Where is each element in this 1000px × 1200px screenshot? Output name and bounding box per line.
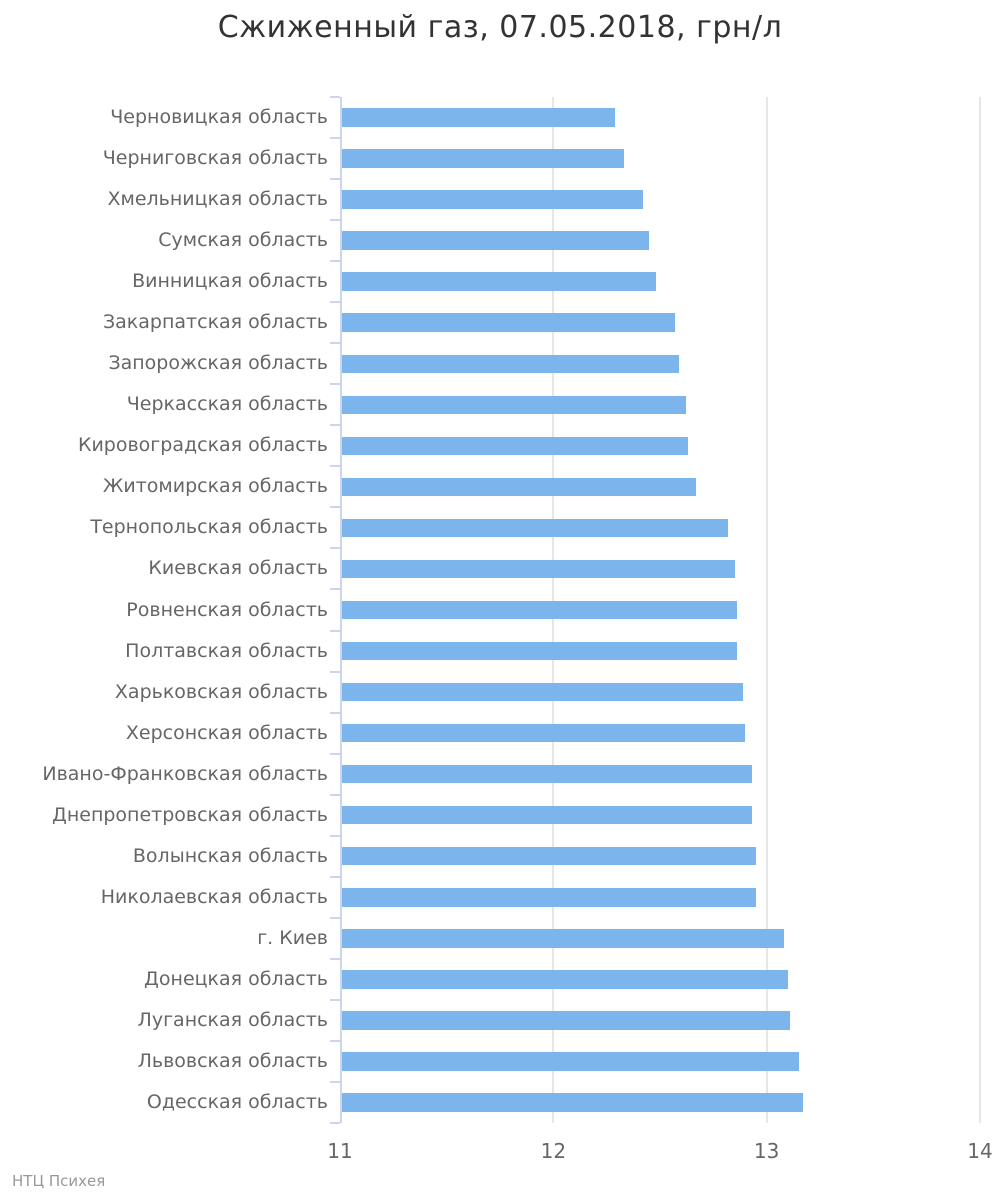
category-label: Николаевская область xyxy=(100,885,328,908)
category-label: Киевская область xyxy=(148,557,328,580)
bar-19[interactable] xyxy=(342,846,756,866)
category-label: Ивано-Франковская область xyxy=(42,762,328,785)
category-axis-tick xyxy=(330,1080,340,1083)
value-axis-label: 12 xyxy=(540,1139,567,1163)
category-axis-tick xyxy=(330,506,340,509)
bar-1[interactable] xyxy=(342,108,616,127)
category-label: Харьковская область xyxy=(114,680,328,703)
category-axis-tick xyxy=(330,301,340,304)
category-label: Львовская область xyxy=(137,1049,328,1072)
bar-23[interactable] xyxy=(342,1011,791,1030)
category-label: г. Киев xyxy=(257,926,328,949)
category-axis-tick xyxy=(330,547,340,550)
bar-11[interactable] xyxy=(342,518,729,538)
category-label: Сумская область xyxy=(158,229,328,252)
category-label: Луганская область xyxy=(137,1008,328,1031)
bar-4[interactable] xyxy=(342,231,650,250)
category-axis-tick xyxy=(330,1122,340,1124)
category-label: Херсонская область xyxy=(125,721,328,744)
category-label: Ровненская область xyxy=(126,598,328,621)
category-axis-tick xyxy=(330,424,340,427)
category-label: Винницкая область xyxy=(132,270,328,293)
gridline-13 xyxy=(765,97,768,1123)
bar-8[interactable] xyxy=(342,395,686,415)
bar-21[interactable] xyxy=(342,929,784,948)
category-axis-tick xyxy=(330,465,340,468)
category-label: Полтавская область xyxy=(125,639,328,662)
bar-18[interactable] xyxy=(342,805,752,825)
category-axis-tick xyxy=(330,629,340,632)
category-label: Одесская область xyxy=(146,1090,328,1113)
gridline-14 xyxy=(979,97,981,1123)
bar-14[interactable] xyxy=(342,641,737,661)
category-label: Черниговская область xyxy=(102,147,328,170)
category-axis-tick xyxy=(330,178,340,181)
category-axis-tick xyxy=(330,342,340,345)
bar-24[interactable] xyxy=(342,1052,799,1071)
value-axis-label: 11 xyxy=(327,1139,353,1163)
category-axis-tick xyxy=(330,752,340,755)
bar-25[interactable] xyxy=(342,1093,803,1112)
category-label: Хмельницкая область xyxy=(107,188,328,211)
bar-3[interactable] xyxy=(342,190,643,209)
category-label: Кировоградская область xyxy=(77,434,328,457)
bar-2[interactable] xyxy=(342,149,624,168)
category-axis-tick xyxy=(330,998,340,1001)
bar-5[interactable] xyxy=(342,272,656,291)
bar-9[interactable] xyxy=(342,436,688,456)
category-axis-tick xyxy=(330,1039,340,1042)
bar-15[interactable] xyxy=(342,682,744,702)
category-label: Запорожская область xyxy=(108,352,328,375)
value-axis-label: 13 xyxy=(753,1139,780,1163)
category-label: Черновицкая область xyxy=(110,106,328,129)
category-axis-line xyxy=(340,97,342,1123)
value-axis-label: 14 xyxy=(967,1139,993,1163)
bar-7[interactable] xyxy=(342,354,680,373)
category-label: Житомирская область xyxy=(102,475,328,498)
category-axis-tick xyxy=(330,670,340,673)
category-axis-tick xyxy=(330,875,340,878)
category-label: Донецкая область xyxy=(144,967,328,990)
chart-credits-link[interactable]: НТЦ Психея xyxy=(12,1172,106,1190)
bar-20[interactable] xyxy=(342,888,756,907)
chart-title: Сжиженный газ, 07.05.2018, грн/л xyxy=(217,10,783,45)
category-axis-tick xyxy=(330,916,340,919)
category-label: Черкасская область xyxy=(126,393,328,416)
category-axis-tick xyxy=(330,588,340,591)
category-axis-tick xyxy=(330,834,340,837)
bar-16[interactable] xyxy=(342,723,746,743)
bar-17[interactable] xyxy=(342,764,752,784)
category-label: Закарпатская область xyxy=(102,311,328,334)
category-label: Волынская область xyxy=(132,844,328,867)
category-axis-tick xyxy=(330,137,340,140)
category-axis-tick xyxy=(330,383,340,386)
bar-22[interactable] xyxy=(342,970,788,989)
bar-13[interactable] xyxy=(342,600,737,620)
category-axis-tick xyxy=(330,219,340,222)
category-label: Тернопольская область xyxy=(90,516,328,539)
category-label: Днепропетровская область xyxy=(51,803,328,826)
category-axis-tick xyxy=(330,957,340,960)
category-axis-tick xyxy=(330,260,340,263)
bar-12[interactable] xyxy=(342,559,735,579)
category-axis-tick xyxy=(330,711,340,714)
bar-6[interactable] xyxy=(342,313,675,332)
category-axis-tick xyxy=(330,96,340,98)
category-axis-tick xyxy=(330,793,340,796)
bar-10[interactable] xyxy=(342,477,697,497)
